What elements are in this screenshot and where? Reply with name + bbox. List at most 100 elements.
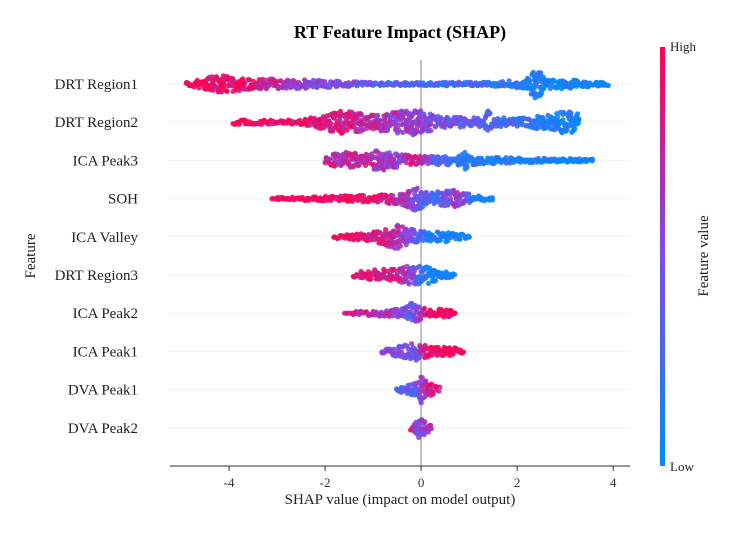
shap-point — [428, 128, 434, 134]
x-tick-label: 0 — [418, 475, 425, 490]
shap-point — [438, 115, 444, 121]
shap-point — [344, 127, 350, 133]
shap-point — [538, 70, 544, 76]
shap-point — [433, 278, 439, 284]
feature-swarm — [393, 374, 443, 406]
feature-swarm — [379, 341, 466, 363]
y-axis-label: Feature — [23, 233, 39, 278]
shap-point — [259, 121, 265, 127]
shap-point — [352, 150, 358, 156]
shap-point — [554, 84, 560, 90]
shap-point — [236, 121, 242, 127]
shap-point — [423, 115, 429, 121]
shap-point — [224, 88, 230, 94]
shap-point — [337, 118, 343, 124]
shap-point — [489, 195, 495, 201]
shap-point — [394, 164, 400, 170]
shap-point — [428, 422, 434, 428]
shap-point — [390, 193, 396, 199]
shap-point — [397, 243, 403, 249]
shap-point — [240, 76, 246, 82]
shap-point — [373, 148, 379, 154]
feature-label: ICA Valley — [71, 230, 138, 246]
shap-point — [391, 266, 397, 273]
shap-point — [390, 313, 396, 319]
feature-swarm — [269, 185, 495, 213]
shap-point — [575, 120, 582, 126]
shap-point — [464, 162, 470, 168]
feature-labels: DRT Region1 DRT Region2 ICA Peak3 SOH ICA Va… — [55, 77, 139, 437]
shap-point — [575, 111, 581, 117]
feature-label: DVA Peak1 — [68, 383, 138, 399]
feature-swarm — [230, 108, 582, 138]
shap-point — [400, 129, 406, 136]
shap-point — [466, 234, 472, 240]
shap-point — [568, 110, 574, 116]
shap-point — [242, 80, 248, 86]
shap-point — [393, 353, 399, 359]
shap-point — [605, 82, 611, 89]
swarm-points — [183, 69, 611, 440]
shap-point — [564, 127, 570, 133]
shap-point — [421, 305, 427, 311]
shap-point — [435, 344, 441, 350]
shap-point — [384, 128, 390, 134]
shap-point — [406, 281, 412, 287]
shap-point — [437, 384, 443, 390]
shap-point — [395, 228, 401, 234]
shap-point — [359, 112, 365, 118]
shap-point — [452, 310, 458, 316]
shap-point — [488, 125, 494, 131]
x-tick-label: -4 — [224, 475, 235, 490]
feature-swarm — [342, 300, 458, 324]
colorbar-high-label: High — [670, 39, 697, 54]
shap-point — [409, 341, 415, 347]
shap-point — [291, 78, 297, 84]
feature-label: ICA Peak1 — [73, 344, 138, 360]
shap-point — [399, 349, 405, 355]
x-ticks: -4 -2 0 2 4 — [224, 466, 617, 490]
shap-point — [457, 236, 463, 242]
shap-point — [377, 117, 383, 124]
shap-point — [589, 158, 596, 164]
shap-point — [375, 112, 381, 118]
colorbar-low-label: Low — [670, 459, 694, 474]
shap-point — [534, 79, 541, 85]
shap-point — [413, 187, 419, 193]
feature-label: ICA Peak2 — [73, 306, 138, 322]
shap-point — [383, 193, 389, 199]
shap-point — [422, 419, 428, 425]
feature-swarm — [183, 69, 611, 101]
feature-label: DVA Peak2 — [68, 421, 138, 437]
shap-point — [482, 115, 488, 121]
feature-label: DRT Region3 — [55, 268, 138, 284]
feature-label: DRT Region2 — [55, 115, 138, 131]
shap-point — [436, 388, 442, 394]
shap-point — [428, 121, 434, 127]
shap-point — [460, 349, 466, 355]
feature-label: SOH — [108, 192, 138, 208]
x-axis-label: SHAP value (impact on model output) — [285, 492, 516, 508]
shap-point — [395, 224, 402, 230]
shap-point — [437, 237, 443, 243]
shap-point — [572, 126, 578, 132]
feature-swarm — [350, 263, 458, 287]
grid-lines — [170, 83, 630, 429]
feature-swarm — [331, 222, 472, 251]
feature-swarm — [322, 148, 596, 173]
shap-point — [415, 354, 421, 360]
shap-point — [403, 242, 409, 248]
shap-point — [414, 304, 420, 310]
shap-point — [445, 238, 451, 244]
shap-point — [383, 227, 389, 233]
shap-point — [420, 384, 426, 390]
shap-point — [418, 316, 424, 322]
shap-point — [419, 190, 425, 196]
shap-point — [452, 272, 458, 278]
shap-point — [418, 400, 424, 406]
feature-label: ICA Peak3 — [73, 153, 138, 169]
shap-point — [405, 387, 411, 393]
shap-point — [391, 346, 397, 352]
shap-point — [539, 90, 545, 96]
